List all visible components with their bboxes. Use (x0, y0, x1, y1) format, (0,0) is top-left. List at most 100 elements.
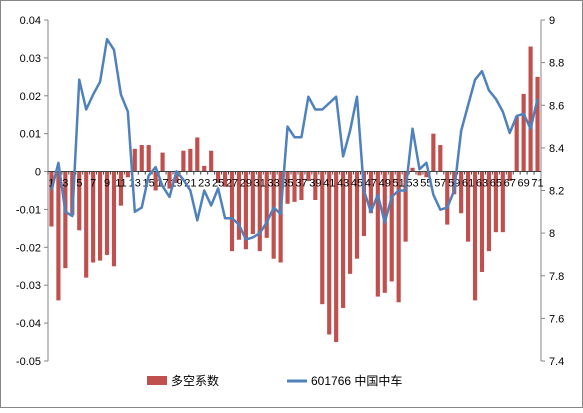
x-axis-tick-label: 51 (393, 178, 405, 190)
legend: 多空系数 601766 中国中车 (147, 373, 402, 388)
bar (292, 171, 297, 202)
bar (535, 76, 540, 172)
bar (104, 171, 110, 255)
bar (243, 171, 248, 250)
bar (389, 171, 394, 282)
x-axis-tick-label: 5 (76, 178, 82, 190)
bar (410, 167, 415, 172)
bar (174, 171, 179, 183)
bar (271, 171, 276, 259)
bar (188, 148, 193, 172)
bar (479, 171, 485, 272)
right-axis-tick-label: 9 (549, 15, 555, 27)
x-axis-tick-label: 33 (268, 178, 280, 190)
bar (97, 171, 103, 261)
left-axis-tick-label: 0.01 (20, 129, 41, 141)
left-axis-tick-label: 0.03 (20, 53, 41, 65)
bar (459, 171, 464, 214)
right-axis-tick-label: 7.8 (549, 271, 564, 283)
left-axis-tick-label: -0.05 (16, 356, 41, 368)
x-axis-ticks: 1 3 5 7 9 11 13 15 17 19 21 23 25 27 29 31 33 35 37 39 41 43 4… (47, 171, 544, 190)
x-axis-tick-label: 39 (309, 178, 321, 190)
x-axis-tick-label: 47 (365, 178, 377, 190)
bar (472, 171, 478, 301)
x-axis-tick-label: 11 (115, 178, 126, 190)
bar (375, 171, 380, 297)
bar (153, 171, 158, 191)
x-axis-tick-label: 65 (490, 178, 502, 190)
bar (347, 171, 353, 274)
bar (396, 171, 401, 303)
bar (438, 145, 443, 172)
x-axis-tick-label: 13 (129, 178, 141, 190)
bar (160, 152, 165, 172)
bar (466, 171, 471, 242)
x-axis-tick-label: 23 (198, 178, 210, 190)
legend-bar-swatch (147, 376, 167, 385)
x-axis-tick-label: 57 (434, 178, 446, 190)
bar (63, 171, 68, 269)
x-axis-tick-label: 1 (48, 178, 54, 190)
bar (486, 171, 492, 252)
bar (424, 171, 429, 178)
x-axis-tick-label: 69 (518, 178, 530, 190)
right-axis-tick-label: 8.8 (549, 58, 564, 70)
x-axis-tick-label: 31 (254, 178, 266, 190)
x-axis-tick-label: 29 (240, 178, 252, 190)
bar (445, 171, 450, 225)
bar-series (49, 46, 540, 343)
bar (257, 171, 262, 252)
x-axis-tick-label: 67 (504, 178, 516, 190)
left-axis-tick-label: -0.01 (16, 204, 41, 216)
bar (216, 171, 221, 183)
x-axis-tick-label: 25 (212, 178, 224, 190)
bar (403, 171, 408, 242)
bar (306, 171, 311, 182)
x-axis-tick-label: 37 (295, 178, 307, 190)
bar (431, 133, 436, 172)
bar (56, 171, 61, 301)
bar (84, 171, 89, 278)
left-axis-tick-label: -0.03 (16, 280, 41, 292)
bar (209, 150, 214, 172)
bar (341, 171, 346, 308)
bar (202, 165, 207, 172)
bar (125, 171, 130, 178)
bar (417, 171, 422, 176)
right-axis-tick-label: 7.4 (549, 356, 564, 368)
bar (368, 171, 373, 214)
x-axis-tick-label: 43 (337, 178, 349, 190)
x-axis-tick-label: 61 (462, 178, 474, 190)
x-axis-tick-label: 9 (104, 178, 110, 190)
x-axis-tick-label: 45 (351, 178, 363, 190)
legend-bar-label: 多空系数 (171, 373, 219, 388)
x-axis-tick-label: 53 (406, 178, 418, 190)
bar (146, 145, 151, 172)
bar (167, 171, 172, 189)
bar (264, 171, 269, 238)
bar (327, 171, 332, 335)
right-axis-tick-label: 8.4 (549, 143, 564, 155)
x-axis-tick-label: 71 (531, 178, 543, 190)
bar (528, 46, 533, 172)
left-axis-tick-label: -0.04 (16, 318, 41, 330)
bar (250, 171, 255, 235)
left-axis-tick-label: 0 (35, 167, 41, 179)
x-axis-tick-label: 3 (62, 178, 68, 190)
left-axis-tick-label: -0.02 (16, 242, 41, 254)
line-series (50, 37, 539, 241)
left-axis-tick-label: 0.02 (20, 91, 41, 103)
right-axis-tick-label: 8.2 (549, 186, 564, 198)
bar (299, 171, 304, 200)
bar (382, 171, 387, 293)
right-axis-tick-label: 7.6 (549, 313, 564, 325)
right-axis: 9 8.8 8.6 8.4 8.2 8 7.8 7.6 7.4 (540, 15, 564, 368)
bar (236, 171, 242, 240)
x-axis-tick-label: 41 (323, 178, 335, 190)
bar (132, 148, 137, 172)
left-axis: 0.04 0.03 0.02 0.01 0 -0.01 -0.02 -0.03 -0.04 -0.… (16, 15, 49, 368)
bar (181, 150, 186, 172)
